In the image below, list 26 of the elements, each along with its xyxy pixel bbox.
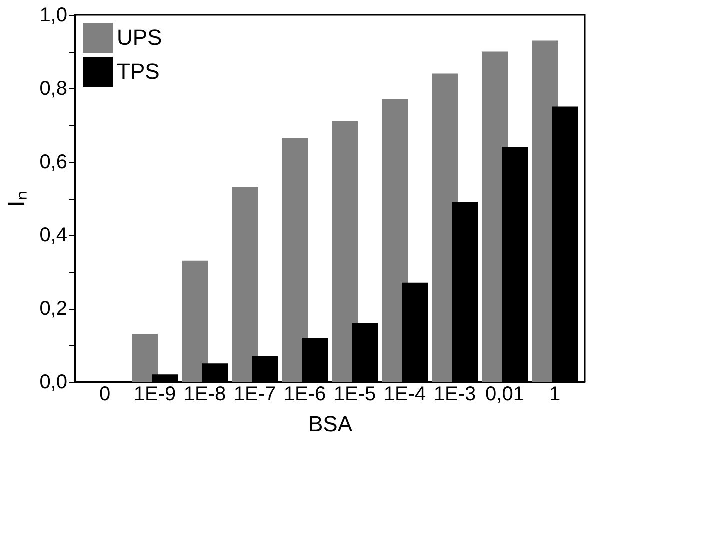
x-tick-label: 1E-9 [134,384,176,406]
x-tick-label: 1E-7 [234,384,276,406]
x-tick-label: 1 [549,384,561,406]
y-tick-label: 0,8 [40,78,68,100]
y-tick-label: 0,4 [40,224,68,247]
bar [282,138,308,382]
bar [332,121,358,382]
bar [132,334,158,382]
legend-label: UPS [117,25,162,50]
x-tick-label: 0,01 [486,384,524,406]
bar [232,187,258,382]
x-tick-label: 1E-5 [334,384,376,406]
y-axis-title: Iₙ [4,190,31,208]
x-tick-label: 1E-3 [434,384,476,406]
bar [182,260,208,382]
y-tick-label: 0,2 [40,298,68,320]
x-axis-title: BSA [308,412,353,436]
x-tick-label: 1E-4 [384,384,426,406]
x-tick-label: 1E-8 [184,384,226,406]
x-tick-label: 1E-6 [284,384,326,406]
y-tick-label: 1,0 [40,4,68,26]
x-tick-label: 0 [99,384,111,406]
y-tick-label: 0,0 [40,372,68,394]
y-tick-label: 0,6 [40,151,68,174]
bar [382,99,408,382]
legend-label: TPS [117,59,160,84]
